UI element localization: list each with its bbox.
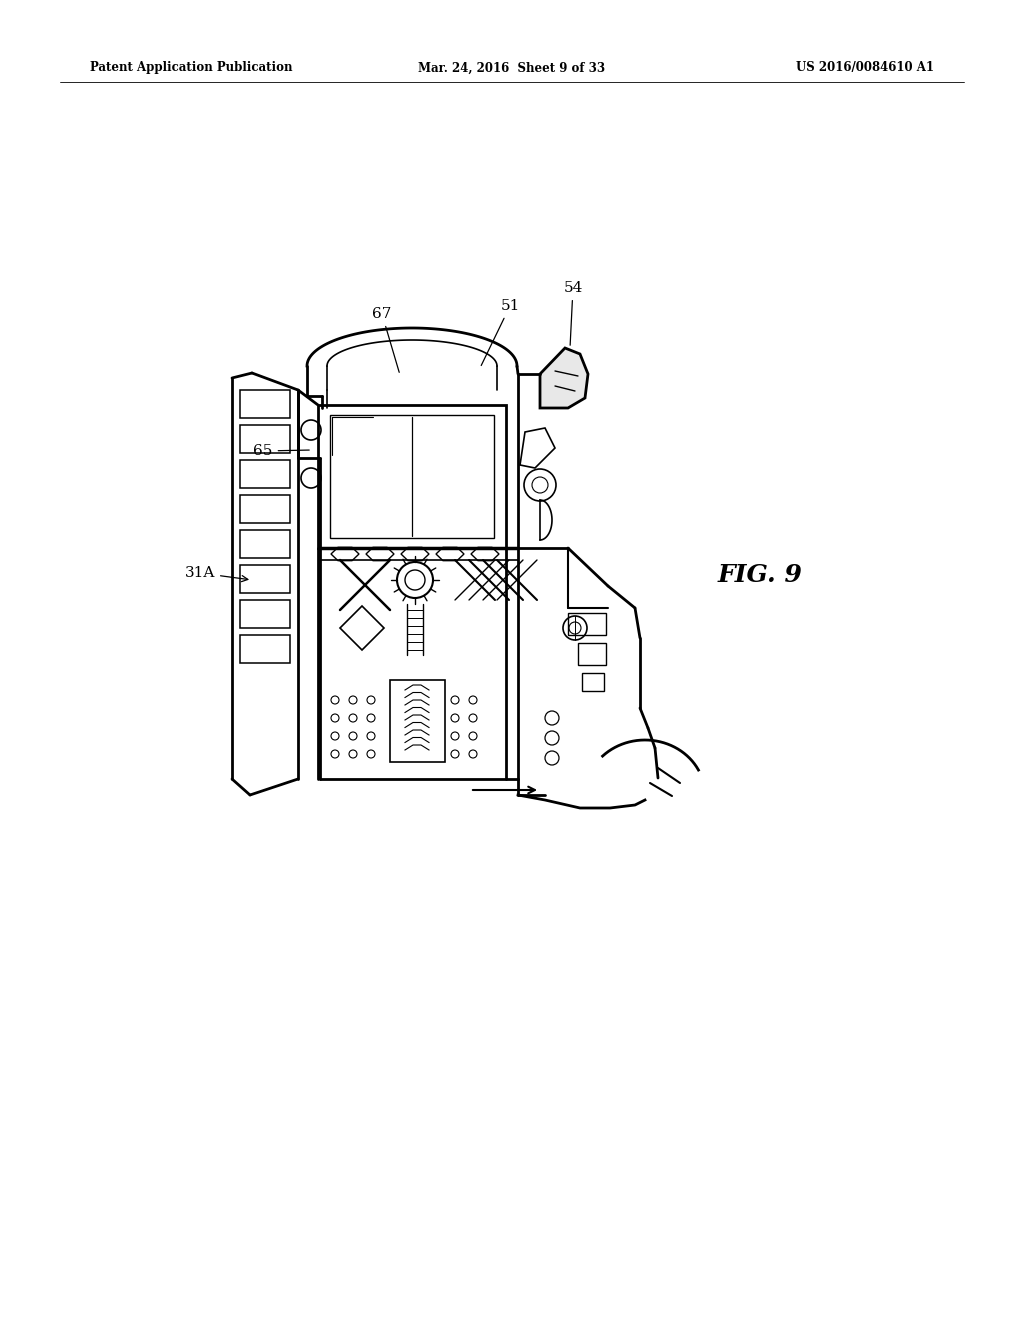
Bar [240,565,290,593]
Bar [240,459,290,488]
Polygon shape [340,606,384,649]
Bar [240,425,290,453]
Bar [240,635,290,663]
Polygon shape [331,548,359,561]
Bar [240,389,290,418]
Bar [318,405,506,548]
Bar [578,643,606,665]
Bar [582,673,604,690]
Text: Mar. 24, 2016  Sheet 9 of 33: Mar. 24, 2016 Sheet 9 of 33 [419,62,605,74]
Polygon shape [401,548,429,561]
Text: 67: 67 [373,308,399,372]
Bar [240,531,290,558]
Text: 65: 65 [253,444,309,458]
Bar [240,495,290,523]
Polygon shape [540,348,588,408]
Bar [390,680,445,762]
Polygon shape [436,548,464,561]
Polygon shape [520,428,555,469]
Text: 51: 51 [481,300,520,366]
Text: Patent Application Publication: Patent Application Publication [90,62,293,74]
Text: 31A: 31A [184,566,248,582]
Text: FIG. 9: FIG. 9 [718,564,803,587]
Bar [240,601,290,628]
Bar [330,414,494,539]
Bar [568,612,606,635]
Text: US 2016/0084610 A1: US 2016/0084610 A1 [796,62,934,74]
Text: 54: 54 [563,281,583,346]
Polygon shape [366,548,394,561]
Polygon shape [471,548,499,561]
